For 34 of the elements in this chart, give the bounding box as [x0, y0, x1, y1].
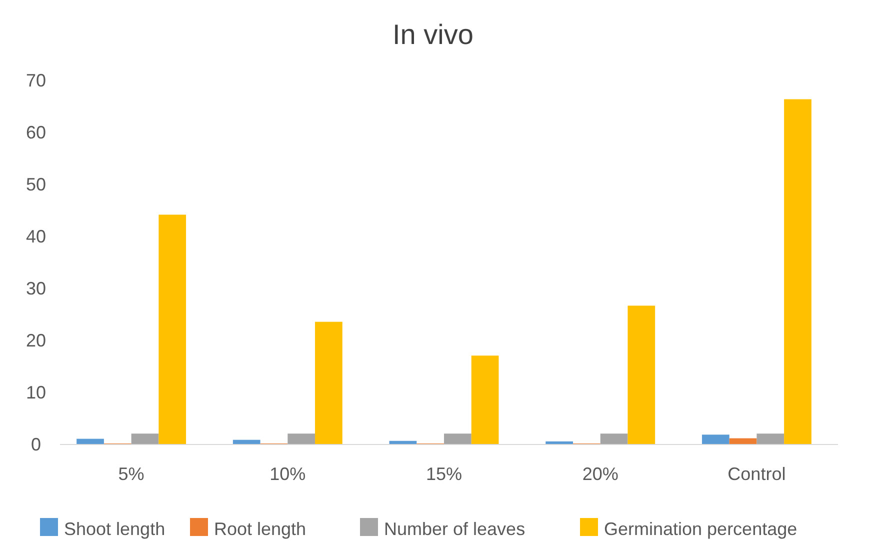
bar: [444, 434, 472, 444]
legend-label: Number of leaves: [384, 519, 526, 539]
bar: [389, 440, 417, 444]
bar: [702, 434, 730, 444]
legend-label: Root length: [214, 519, 306, 539]
bar: [784, 99, 812, 444]
x-tick-label: 15%: [426, 464, 462, 484]
legend-label: Shoot length: [64, 519, 166, 539]
x-tick-label: 20%: [582, 464, 618, 484]
bar: [628, 306, 656, 444]
bar: [232, 440, 260, 444]
x-tick-label: 10%: [270, 464, 306, 484]
bar: [131, 434, 159, 444]
y-tick-label: 50: [26, 174, 46, 194]
bar: [729, 438, 757, 444]
legend-label: Germination percentage: [604, 519, 798, 539]
x-tick-label: Control: [728, 464, 786, 484]
bar: [158, 214, 186, 444]
y-tick-label: 10: [26, 382, 46, 402]
bar: [288, 434, 316, 444]
y-tick-label: 60: [26, 122, 46, 142]
chart-title: In vivo: [392, 19, 474, 50]
bar: [546, 441, 573, 444]
bar: [471, 356, 499, 444]
y-tick-label: 30: [26, 278, 46, 298]
y-tick-label: 20: [26, 330, 46, 350]
bar: [600, 434, 628, 444]
bar: [76, 438, 104, 444]
x-tick-label: 5%: [118, 464, 144, 484]
y-tick-label: 40: [26, 226, 46, 246]
y-tick-label: 70: [26, 70, 46, 90]
bar: [756, 434, 784, 444]
y-tick-label: 0: [30, 434, 42, 454]
bar: [315, 322, 342, 444]
